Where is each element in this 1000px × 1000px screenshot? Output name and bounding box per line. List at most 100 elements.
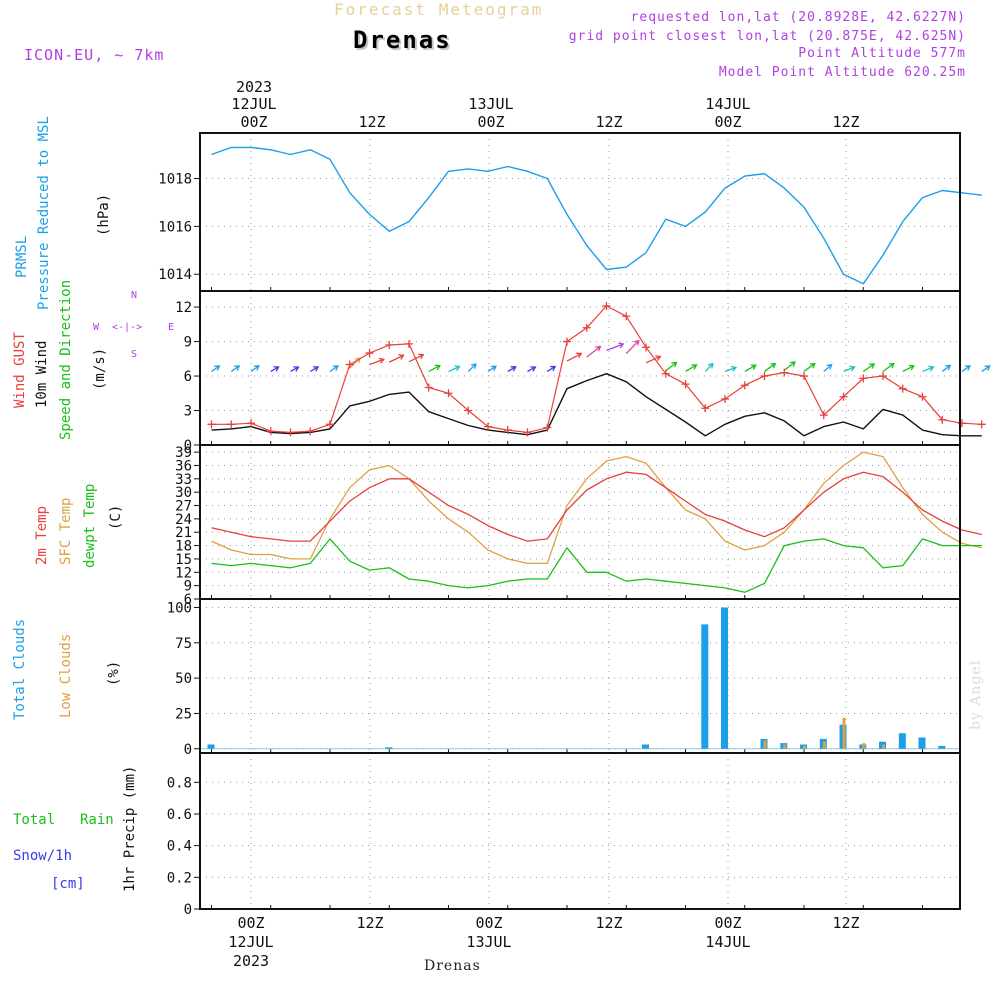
pressure-label-1: PRMSL bbox=[14, 236, 30, 278]
low-clouds-bar bbox=[842, 717, 846, 749]
temp-panel-labels: 2m Temp SFC Temp dewpt Temp (C) bbox=[34, 484, 124, 568]
wind-direction-arrowhead bbox=[770, 362, 777, 369]
model-label: ICON-EU, ~ 7km bbox=[24, 46, 165, 64]
wind-panel-labels: Wind GUST 10m Wind Speed and Direction (… bbox=[12, 280, 174, 440]
clouds-panel-labels: Total Clouds Low Clouds (%) bbox=[12, 619, 122, 720]
wind-gust-point bbox=[642, 343, 650, 352]
temp-ytick-label-7: 24 bbox=[175, 512, 192, 528]
bottom-tick-label-1: 00Z bbox=[237, 914, 264, 932]
wind-direction-arrow bbox=[566, 352, 582, 362]
temp-label-3: dewpt Temp bbox=[82, 484, 98, 568]
total-clouds-bar bbox=[207, 744, 215, 749]
wind-direction-arrow bbox=[704, 363, 714, 372]
dewpoint-line bbox=[211, 538, 982, 593]
wind-gust-point bbox=[306, 427, 315, 436]
total-clouds-bar bbox=[642, 744, 649, 749]
wind-direction-arrow bbox=[467, 363, 477, 372]
chart-title: Forecast Meteogram bbox=[334, 0, 544, 19]
wind-direction-arrowhead bbox=[671, 361, 678, 368]
wind-gust-point bbox=[839, 392, 848, 401]
wind-direction-arrow bbox=[803, 363, 816, 372]
clouds-ytick-label-5: 100 bbox=[167, 600, 192, 616]
wind-gust-point bbox=[365, 349, 374, 358]
wind-direction-arrowhead bbox=[809, 362, 816, 369]
wind-gust-point bbox=[405, 339, 413, 348]
wind-gust-point bbox=[563, 337, 571, 346]
wind-direction-arrowhead bbox=[378, 357, 386, 364]
wind-gust-point bbox=[721, 395, 729, 404]
bottom-day-label-2: 13JUL bbox=[466, 933, 511, 951]
pressure-line bbox=[211, 146, 982, 285]
wind-gust-point bbox=[464, 406, 473, 415]
wind-direction-arrowhead bbox=[655, 355, 662, 361]
wind-direction-arrowhead bbox=[234, 365, 241, 371]
total-clouds-bar bbox=[701, 624, 709, 749]
wind-gust-point bbox=[859, 374, 868, 383]
wind-direction-arrow bbox=[388, 354, 404, 363]
top-day-label-3: 14JUL bbox=[705, 95, 750, 113]
temp-ytick-label-9: 30 bbox=[175, 485, 192, 501]
bottom-tick-label-6: 12Z bbox=[832, 914, 859, 932]
temp-ytick-label-5: 18 bbox=[175, 539, 192, 555]
clouds-ytick-label-2: 25 bbox=[175, 706, 192, 722]
bottom-location: Drenas bbox=[424, 958, 481, 974]
pressure-ytick-label-2: 1016 bbox=[158, 219, 192, 235]
wind-direction-arrow bbox=[329, 365, 339, 372]
temp-2m-line bbox=[211, 471, 982, 542]
top-tick-label-4: 12Z bbox=[595, 113, 622, 131]
wind-direction-arrowhead bbox=[984, 365, 991, 371]
wind-direction-arrow bbox=[369, 358, 385, 366]
wind-gust-point bbox=[622, 312, 631, 321]
total-clouds-bar bbox=[721, 607, 728, 749]
wind-direction-arrow bbox=[211, 365, 220, 372]
temp-ytick-label-1: 6 bbox=[184, 592, 192, 608]
wind-ytick-label-5: 12 bbox=[175, 300, 192, 316]
precip-label-rain: Rain bbox=[80, 812, 114, 828]
wind-direction-arrow bbox=[941, 364, 951, 372]
clouds-ytick-label-3: 50 bbox=[175, 671, 192, 687]
wind-direction-arrowhead bbox=[869, 363, 876, 369]
wind-direction-arrowhead bbox=[750, 364, 757, 370]
temp-ytick-label-6: 21 bbox=[175, 525, 192, 541]
wind-direction-arrowhead bbox=[490, 365, 497, 372]
temp-label-2: SFC Temp bbox=[58, 498, 74, 565]
compass-rose: N S W E <-|-> bbox=[93, 290, 174, 360]
wind-unit: (m/s) bbox=[92, 348, 108, 390]
wind-gust-point bbox=[898, 384, 907, 393]
wind-direction-arrow bbox=[507, 366, 516, 373]
wind-direction-arrow bbox=[882, 363, 895, 372]
temp-ytick-label-2: 9 bbox=[184, 579, 192, 595]
temp-ytick-label-10: 33 bbox=[175, 472, 192, 488]
bottom-time-axis: 00Z 12Z 00Z 12Z 00Z 12Z 12JUL 13JUL 14JU… bbox=[228, 914, 859, 970]
pressure-unit: (hPa) bbox=[96, 194, 112, 236]
wind-direction-arrowhead bbox=[707, 362, 714, 369]
wind-direction-arrow bbox=[783, 361, 796, 371]
precip-ytick-label-2: 0.2 bbox=[167, 870, 192, 886]
temp-ytick-label-11: 36 bbox=[175, 458, 192, 474]
grid-point-coords: grid point closest lon,lat (20.875E, 42.… bbox=[568, 29, 966, 44]
wind-gust-point bbox=[602, 301, 611, 310]
wind-direction-arrow bbox=[981, 365, 991, 372]
wind-direction-arrowhead bbox=[888, 362, 895, 369]
precip-ytick-label-5: 0.8 bbox=[167, 775, 192, 791]
precip-unit: 1hr Precip (mm) bbox=[122, 766, 138, 892]
wind-direction-arrowhead bbox=[530, 366, 537, 372]
temp-label-1: 2m Temp bbox=[34, 506, 50, 565]
wind-direction-arrow bbox=[606, 343, 624, 352]
top-day-label-2: 13JUL bbox=[468, 95, 513, 113]
precip-ytick-label-3: 0.4 bbox=[167, 839, 192, 855]
wind-gust-point bbox=[800, 372, 808, 381]
temp-panel-frame bbox=[199, 444, 961, 600]
sfc-temp-line bbox=[211, 451, 982, 565]
wind-direction-arrow bbox=[685, 364, 697, 373]
wind-label-1: Wind GUST bbox=[12, 332, 28, 408]
top-tick-label-2: 12Z bbox=[358, 113, 385, 131]
wind-direction-arrowhead bbox=[908, 364, 915, 371]
temp-ytick-label-12: 39 bbox=[175, 445, 192, 461]
wind-direction-arrowhead bbox=[826, 363, 833, 370]
wind-direction-arrow bbox=[625, 340, 640, 354]
precip-label-cm: [cm] bbox=[51, 876, 85, 892]
wind-direction-arrow bbox=[764, 363, 776, 372]
wind-direction-arrow bbox=[823, 364, 833, 372]
low-clouds-bar bbox=[763, 740, 767, 749]
